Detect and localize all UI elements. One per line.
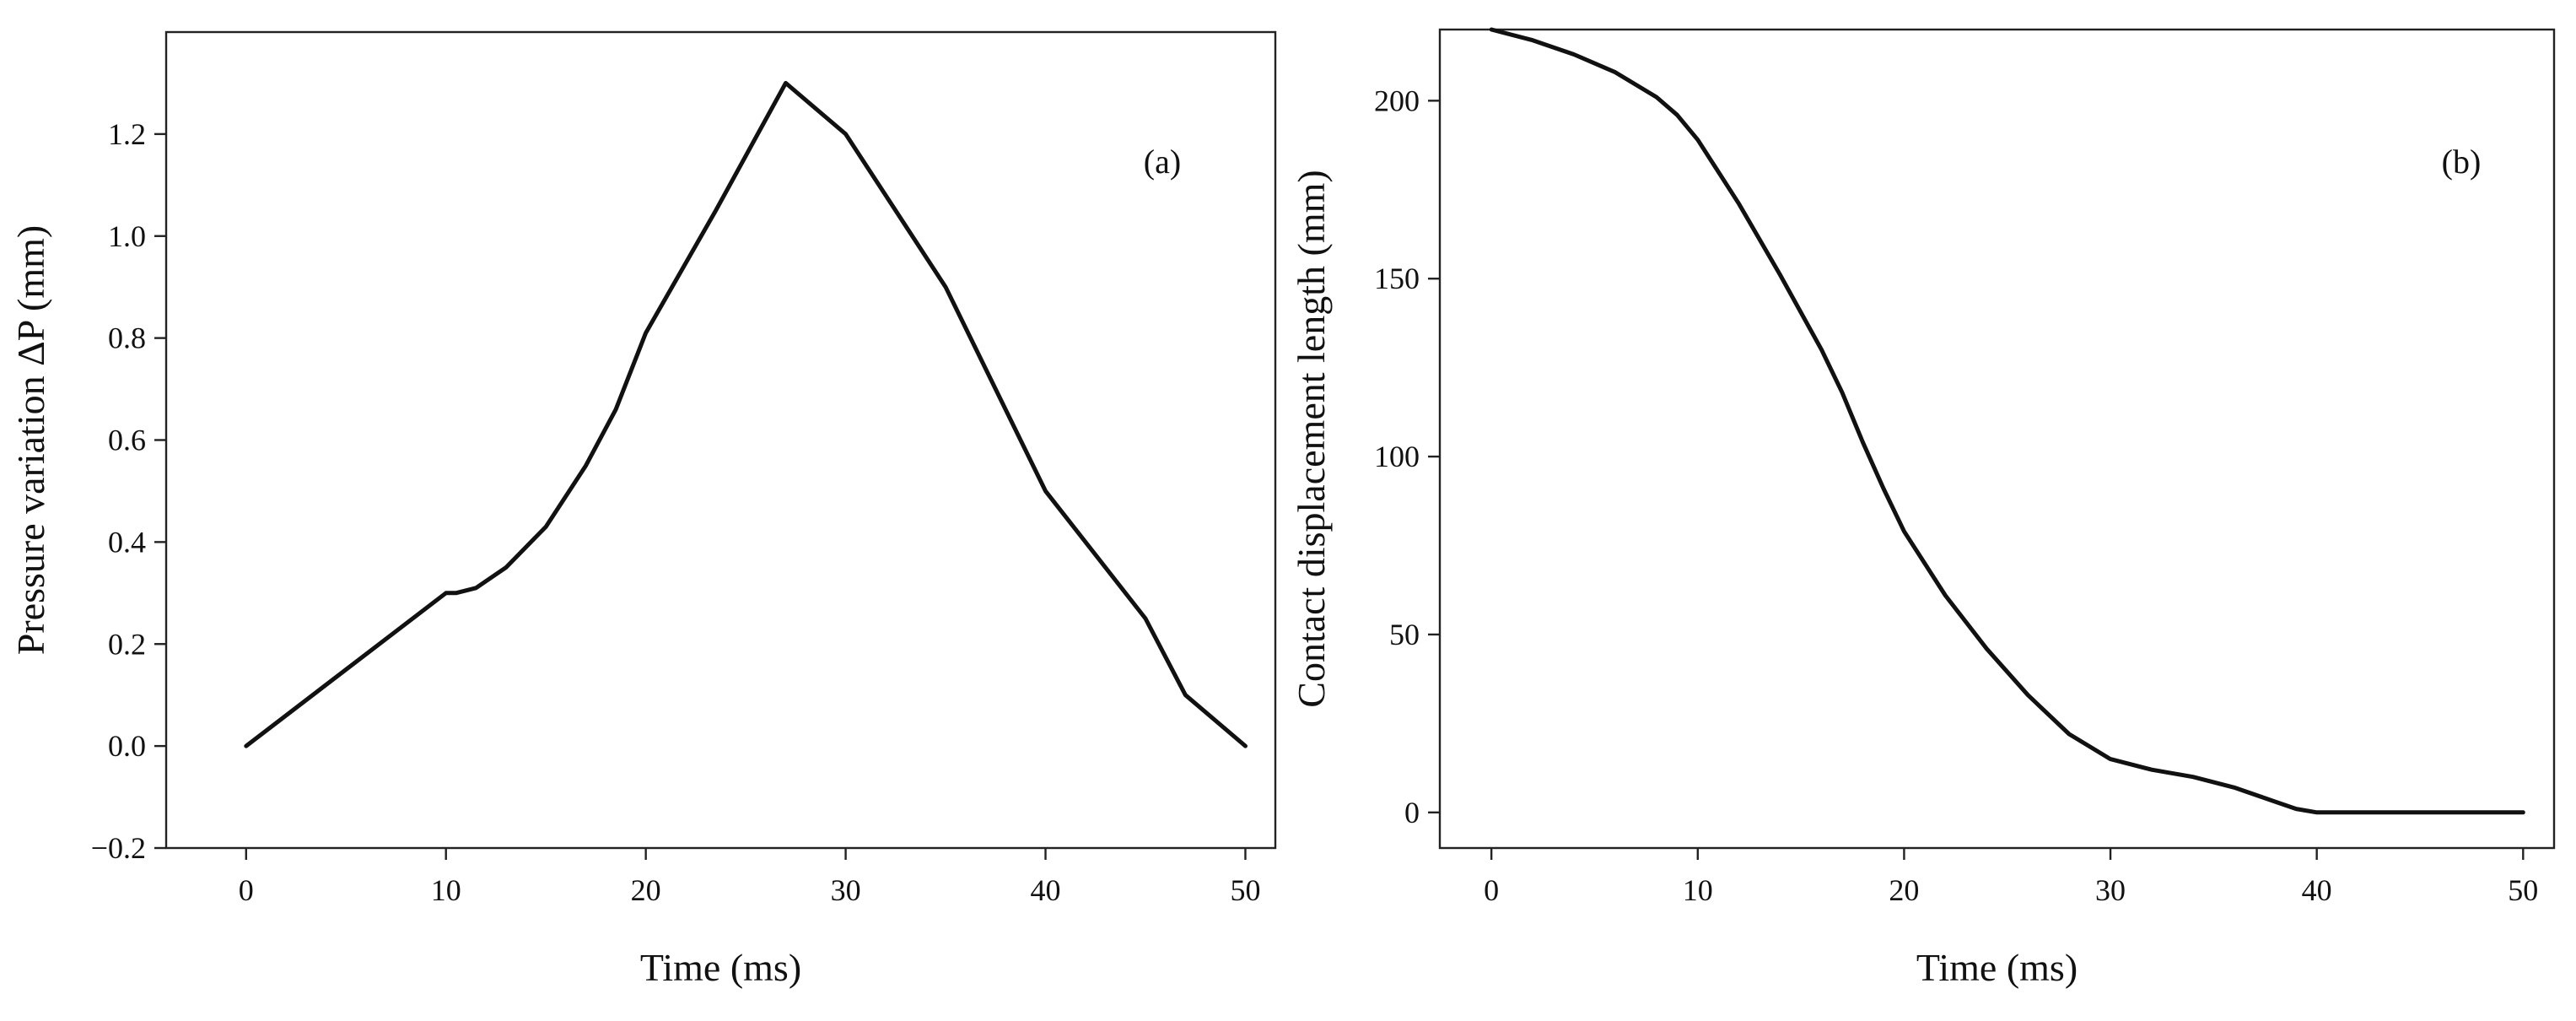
y-tick-label: 0.6 xyxy=(108,424,146,457)
x-tick-label: 40 xyxy=(1031,873,1061,907)
x-tick-label: 50 xyxy=(2508,873,2538,907)
y-tick-label: 50 xyxy=(1389,618,1420,651)
plot-frame xyxy=(164,30,1277,850)
x-tick-label: 10 xyxy=(431,873,461,907)
x-tick-label: 30 xyxy=(2095,873,2126,907)
y-tick-label: 0.2 xyxy=(108,627,146,661)
x-axis-title: Time (ms) xyxy=(640,946,801,989)
x-tick-label: 0 xyxy=(1484,873,1499,907)
y-tick-label: 150 xyxy=(1374,262,1420,295)
series-line xyxy=(1489,27,2525,815)
y-tick-label: 100 xyxy=(1374,440,1420,473)
plot-frame xyxy=(1438,28,2556,850)
x-tick-label: 0 xyxy=(239,873,254,907)
x-axis-title: Time (ms) xyxy=(1916,946,2078,989)
x-tick-label: 10 xyxy=(1683,873,1713,907)
y-axis-title: Contact displacement length (mm) xyxy=(1290,170,1333,707)
y-tick-label: 1.2 xyxy=(108,117,146,151)
y-tick-label: 0.0 xyxy=(108,729,146,763)
x-tick-label: 40 xyxy=(2302,873,2332,907)
y-tick-label: 0.8 xyxy=(108,321,146,355)
x-tick-label: 50 xyxy=(1230,873,1260,907)
chart-panel-b: 0 10 20 30 40 50 0 50 100 150 200 Time (ms) Contact … xyxy=(1290,27,2556,989)
panel-label: (b) xyxy=(2442,143,2482,181)
y-tick-label: 200 xyxy=(1374,84,1420,117)
series-line xyxy=(244,80,1248,748)
y-tick-label: 0.4 xyxy=(108,525,146,559)
panel-label: (a) xyxy=(1144,143,1181,181)
y-tick-label: 1.0 xyxy=(108,219,146,253)
x-tick-label: 20 xyxy=(631,873,661,907)
chart-panel-a: 0 10 20 30 40 50 −0.2 0.0 0.2 0.4 0.6 0.8 1.0 1.2 Time… xyxy=(9,30,1277,989)
y-tick-label: −0.2 xyxy=(91,831,146,865)
x-tick-label: 30 xyxy=(831,873,861,907)
x-tick-label: 20 xyxy=(1889,873,1919,907)
y-axis-title: Pressure variation ΔP (mm) xyxy=(9,225,52,656)
y-tick-label: 0 xyxy=(1404,796,1420,829)
